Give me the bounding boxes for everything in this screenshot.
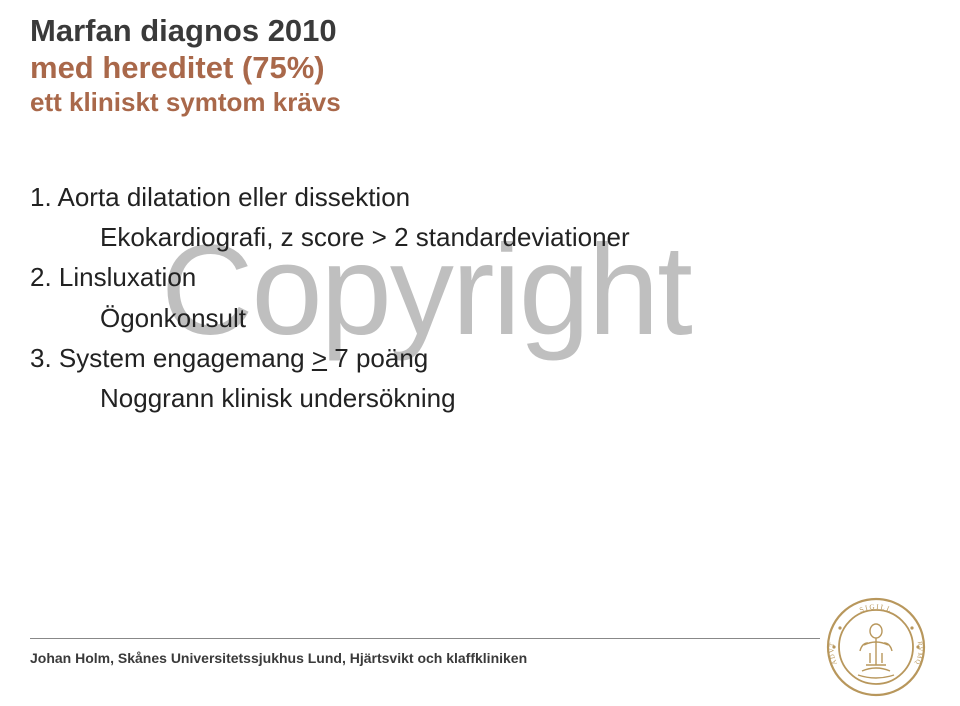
content-wrapper: Marfan diagnos 2010 med hereditet (75%) … xyxy=(30,12,930,419)
list-item: 2. Linsluxation xyxy=(30,257,930,297)
item-text: Aorta dilatation eller dissektion xyxy=(57,182,410,212)
list-item-sub: Ögonkonsult xyxy=(30,298,930,338)
item-number: 1. xyxy=(30,182,52,212)
list-item-sub: Noggrann klinisk undersökning xyxy=(30,378,930,418)
title-line-2: med hereditet (75%) xyxy=(30,49,930,86)
university-seal-icon: SIGILL ADVT RVMQ xyxy=(822,593,930,701)
item-text: System engagemang > 7 poäng xyxy=(59,343,428,373)
list-item: 1. Aorta dilatation eller dissektion xyxy=(30,177,930,217)
item-number: 2. xyxy=(30,262,52,292)
item-text: Linsluxation xyxy=(59,262,196,292)
title-block: Marfan diagnos 2010 med hereditet (75%) … xyxy=(30,12,930,119)
item-number: 3. xyxy=(30,343,52,373)
content-list: 1. Aorta dilatation eller dissektion Eko… xyxy=(30,177,930,419)
title-line-1: Marfan diagnos 2010 xyxy=(30,12,930,49)
footer-text: Johan Holm, Skånes Universitetssjukhus L… xyxy=(30,650,527,666)
title-line-3: ett kliniskt symtom krävs xyxy=(30,86,930,119)
slide: Copyright Marfan diagnos 2010 med heredi… xyxy=(0,0,960,705)
list-item: 3. System engagemang > 7 poäng xyxy=(30,338,930,378)
footer: Johan Holm, Skånes Universitetssjukhus L… xyxy=(30,602,930,687)
list-item-sub: Ekokardiografi, z score > 2 standardevia… xyxy=(30,217,930,257)
footer-divider xyxy=(30,638,820,639)
